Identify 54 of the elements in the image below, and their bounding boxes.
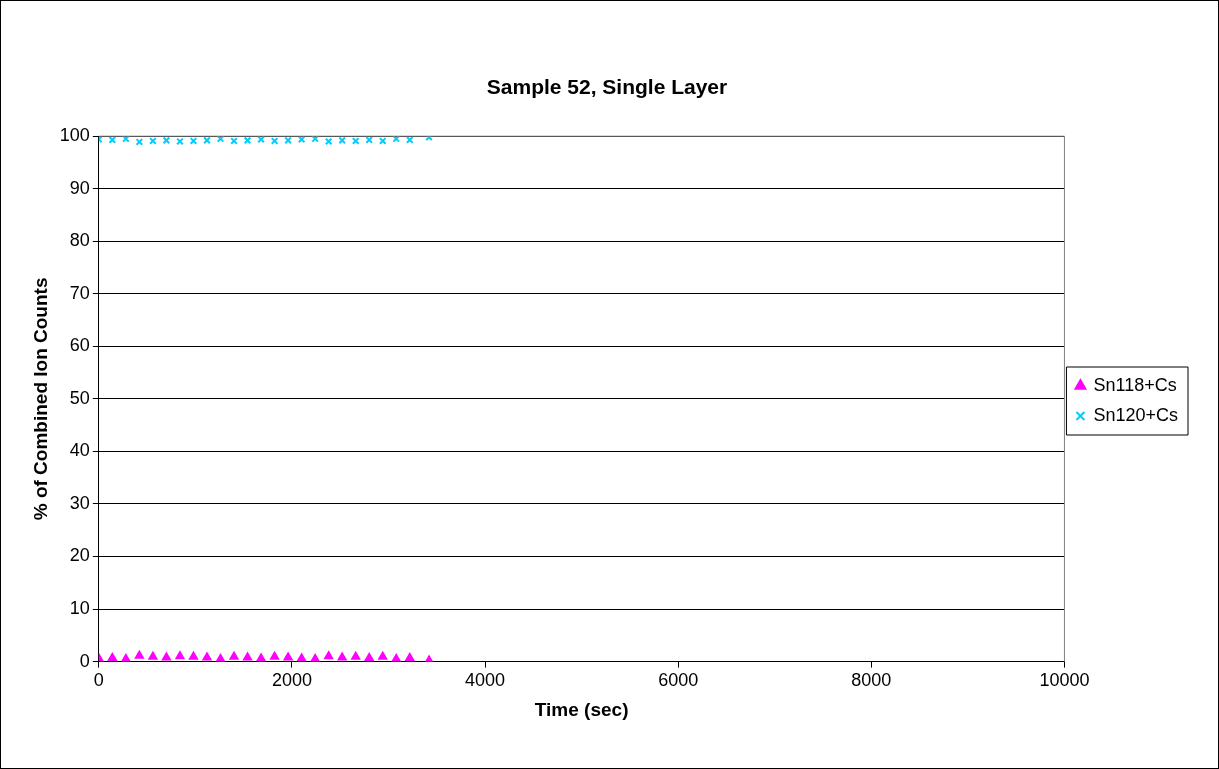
y-tick-label: 10 [69,598,90,619]
point [297,136,306,144]
point [162,136,171,145]
chart-title: Sample 52, Single Layer [486,75,728,99]
y-tick-label: 0 [79,650,90,671]
point [161,652,171,661]
point [324,651,334,660]
point [283,652,293,661]
point [297,653,307,662]
x-tick-label: 6000 [658,670,699,691]
point [270,651,280,660]
x-tick-label: 4000 [465,670,506,691]
y-axis-title: % of Combined Ion Counts [29,277,51,521]
point [107,652,117,661]
point [189,651,198,660]
point [243,136,252,145]
y-tick-label: 90 [69,177,90,198]
point [257,136,265,144]
point [175,651,185,660]
point [202,652,212,661]
legend-label: Sn118+Cs [1093,374,1177,395]
y-tick-label: 50 [69,387,90,408]
x-tick-label: 10000 [1039,670,1090,691]
x-tick-label: 0 [93,670,104,691]
legend-label: Sn120+Cs [1093,404,1178,425]
point [256,653,266,662]
y-tick-label: 40 [69,440,90,461]
x-tick-label: 2000 [271,670,312,691]
point [378,651,388,660]
point [216,653,225,662]
x-axis-title: Time (sec) [534,698,629,720]
point [405,136,414,144]
point [229,651,239,660]
y-tick-label: 70 [69,282,90,303]
point [134,650,144,659]
point [405,652,415,661]
point [365,136,374,144]
point [310,653,320,662]
point [391,653,401,662]
y-tick-label: 20 [69,545,90,566]
point [243,652,252,661]
y-tick-label: 60 [69,335,90,356]
point [364,652,374,661]
y-tick-label: 80 [69,230,90,251]
point [148,651,158,660]
y-tick-label: 30 [69,492,90,513]
x-tick-label: 8000 [851,670,892,691]
point [378,137,387,145]
point [337,652,347,661]
point [121,653,131,662]
point [351,137,360,145]
point [324,137,333,146]
y-tick-label: 100 [59,125,90,146]
point [351,651,361,660]
